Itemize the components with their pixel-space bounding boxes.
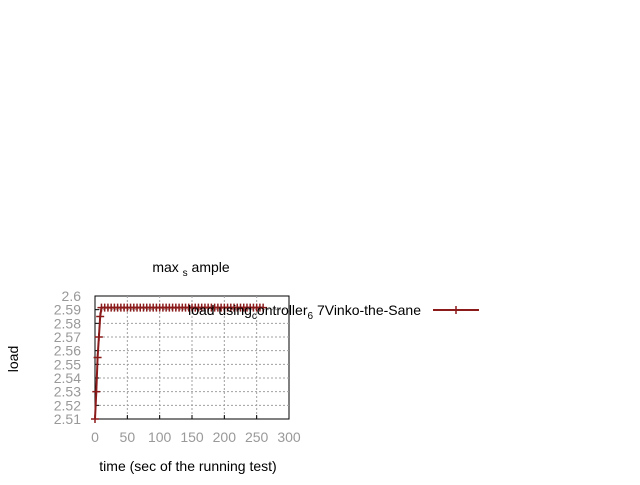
series-point (259, 303, 268, 312)
x-tick-label: 100 (148, 429, 172, 445)
chart-title-base: max (152, 259, 178, 275)
y-tick-label: 2.59 (54, 302, 81, 318)
y-tick-label: 2.52 (54, 397, 81, 413)
legend-label-part: ontroller (257, 302, 308, 318)
y-tick-label: 2.54 (54, 370, 81, 386)
series-line (94, 306, 264, 420)
legend-series-label: load usingcontroller6 7Vinko-the-Sane (188, 302, 421, 322)
x-tick-label: 50 (120, 429, 136, 445)
y-tick-label: 2.58 (54, 315, 81, 331)
x-tick-label: 300 (277, 429, 301, 445)
legend-label-part: 7Vinko-the-Sane (313, 302, 421, 318)
series-point (92, 387, 101, 396)
y-tick-label: 2.53 (54, 384, 81, 400)
legend: load usingcontroller6 7Vinko-the-Sane (188, 302, 479, 322)
chart-title-rest: ample (192, 259, 230, 275)
chart-title-subscript: s (183, 268, 188, 279)
series-point (96, 312, 105, 321)
chart-title: max s ample (152, 259, 230, 279)
x-tick-label: 200 (213, 429, 237, 445)
y-tick-label: 2.56 (54, 343, 81, 359)
x-tick-label: 150 (180, 429, 204, 445)
legend-label-part: 6 (308, 311, 314, 322)
x-tick-label: 0 (91, 429, 99, 445)
series-point (94, 333, 103, 341)
y-tick-label: 2.55 (54, 356, 81, 372)
y-tick-label: 2.51 (54, 411, 81, 427)
plot-area: 0 50 100 150 200 250 3002.512.522.532.542.552.… (54, 288, 301, 445)
legend-label-part: c (252, 311, 257, 322)
series-point (93, 353, 102, 362)
x-axis-label: time (sec of the running test) (99, 458, 276, 474)
series-point (91, 415, 99, 423)
legend-series-marker (452, 306, 460, 314)
y-tick-label: 2.6 (62, 288, 82, 304)
x-tick-label: 250 (245, 429, 269, 445)
legend-label-part: load using (188, 302, 252, 318)
y-tick-label: 2.57 (54, 329, 81, 345)
y-axis-label: load (5, 346, 21, 372)
